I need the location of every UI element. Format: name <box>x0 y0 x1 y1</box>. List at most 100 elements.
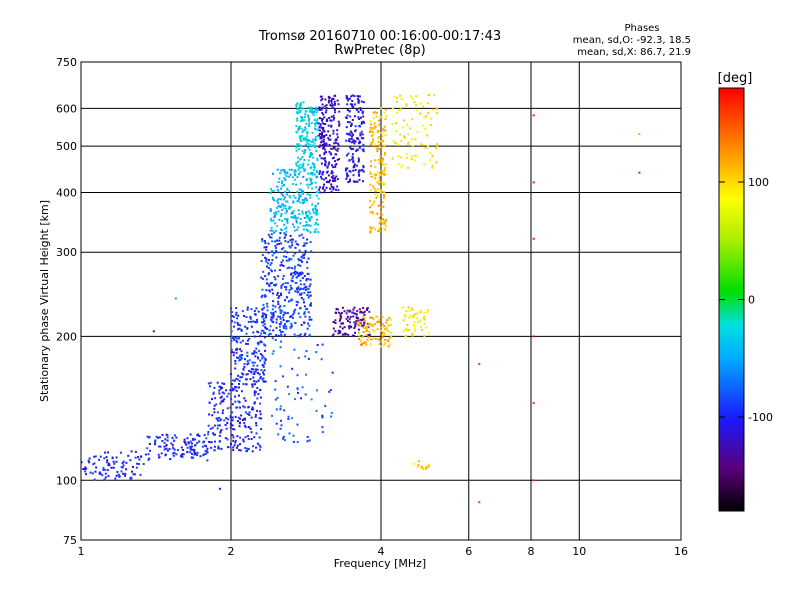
data-point <box>398 163 400 166</box>
data-point <box>315 228 318 231</box>
data-point <box>279 322 282 325</box>
data-point <box>314 231 317 234</box>
data-point <box>238 394 240 397</box>
data-point <box>346 114 349 117</box>
data-point <box>351 155 354 158</box>
data-point <box>314 139 317 142</box>
data-point <box>272 292 274 295</box>
data-point <box>305 216 308 219</box>
data-point <box>333 109 336 111</box>
data-point <box>182 453 185 456</box>
data-point <box>301 386 304 389</box>
data-point <box>230 443 232 445</box>
data-point <box>220 447 223 450</box>
data-point <box>400 139 403 142</box>
data-point <box>84 466 87 469</box>
data-point <box>411 316 414 319</box>
data-point <box>246 354 249 357</box>
data-point <box>315 409 318 412</box>
data-point <box>332 321 335 323</box>
data-point <box>313 118 316 121</box>
data-point <box>108 462 111 465</box>
data-point <box>124 472 127 475</box>
data-point <box>172 454 175 457</box>
data-point <box>225 427 228 430</box>
data-point <box>334 160 336 163</box>
data-point <box>230 373 232 376</box>
data-point <box>280 264 283 266</box>
data-point <box>114 477 117 480</box>
data-point <box>318 129 321 132</box>
data-point <box>231 389 234 392</box>
data-point <box>220 395 223 398</box>
data-point <box>288 266 291 269</box>
data-point <box>436 143 438 146</box>
data-point <box>353 164 356 167</box>
data-point <box>333 142 336 145</box>
data-point <box>285 296 288 299</box>
data-point <box>321 112 324 114</box>
data-point <box>239 449 242 452</box>
data-point <box>186 451 189 454</box>
data-point <box>389 323 392 326</box>
data-point <box>258 349 261 352</box>
data-point <box>321 416 324 419</box>
data-point <box>373 173 376 176</box>
data-point <box>229 423 232 426</box>
data-point <box>415 104 417 107</box>
data-point <box>292 254 295 257</box>
data-point <box>302 224 305 227</box>
data-point <box>275 239 278 242</box>
data-point <box>369 183 372 186</box>
data-point <box>375 196 378 199</box>
data-point <box>298 188 301 191</box>
data-point <box>387 324 390 327</box>
data-point <box>218 385 221 388</box>
data-point <box>339 331 342 334</box>
data-point <box>316 119 319 122</box>
data-point <box>391 107 394 110</box>
data-point <box>378 183 381 186</box>
data-point <box>317 197 320 200</box>
data-point <box>269 318 272 321</box>
data-point <box>354 169 357 171</box>
data-point <box>255 424 258 427</box>
data-point <box>332 174 335 177</box>
data-point <box>240 357 243 360</box>
data-point <box>291 367 294 370</box>
data-point <box>264 316 267 319</box>
data-point <box>351 135 353 138</box>
data-point <box>364 326 367 329</box>
data-point <box>310 182 313 185</box>
data-point <box>334 322 337 324</box>
data-point <box>238 327 241 330</box>
data-point <box>353 327 356 330</box>
data-point <box>383 334 386 337</box>
data-point <box>380 345 383 348</box>
data-point <box>383 129 386 132</box>
data-point <box>337 142 339 145</box>
data-point <box>351 119 354 121</box>
data-point <box>411 315 414 317</box>
data-point <box>259 359 262 362</box>
data-point <box>420 142 423 145</box>
data-point <box>263 369 266 372</box>
data-point <box>316 134 319 137</box>
data-point <box>271 281 273 284</box>
data-point <box>271 190 274 192</box>
data-point <box>246 306 249 309</box>
data-point <box>237 328 239 331</box>
data-point <box>286 312 289 315</box>
data-point <box>366 327 369 330</box>
data-point <box>282 207 285 210</box>
data-point <box>315 111 318 114</box>
data-point <box>186 446 189 449</box>
x-tick-label: 1 <box>78 545 85 558</box>
data-point <box>301 118 304 121</box>
data-point <box>376 315 379 318</box>
data-point <box>415 109 418 112</box>
data-point <box>349 321 351 324</box>
data-point <box>296 175 299 178</box>
data-point <box>295 304 298 307</box>
data-point <box>211 414 214 417</box>
